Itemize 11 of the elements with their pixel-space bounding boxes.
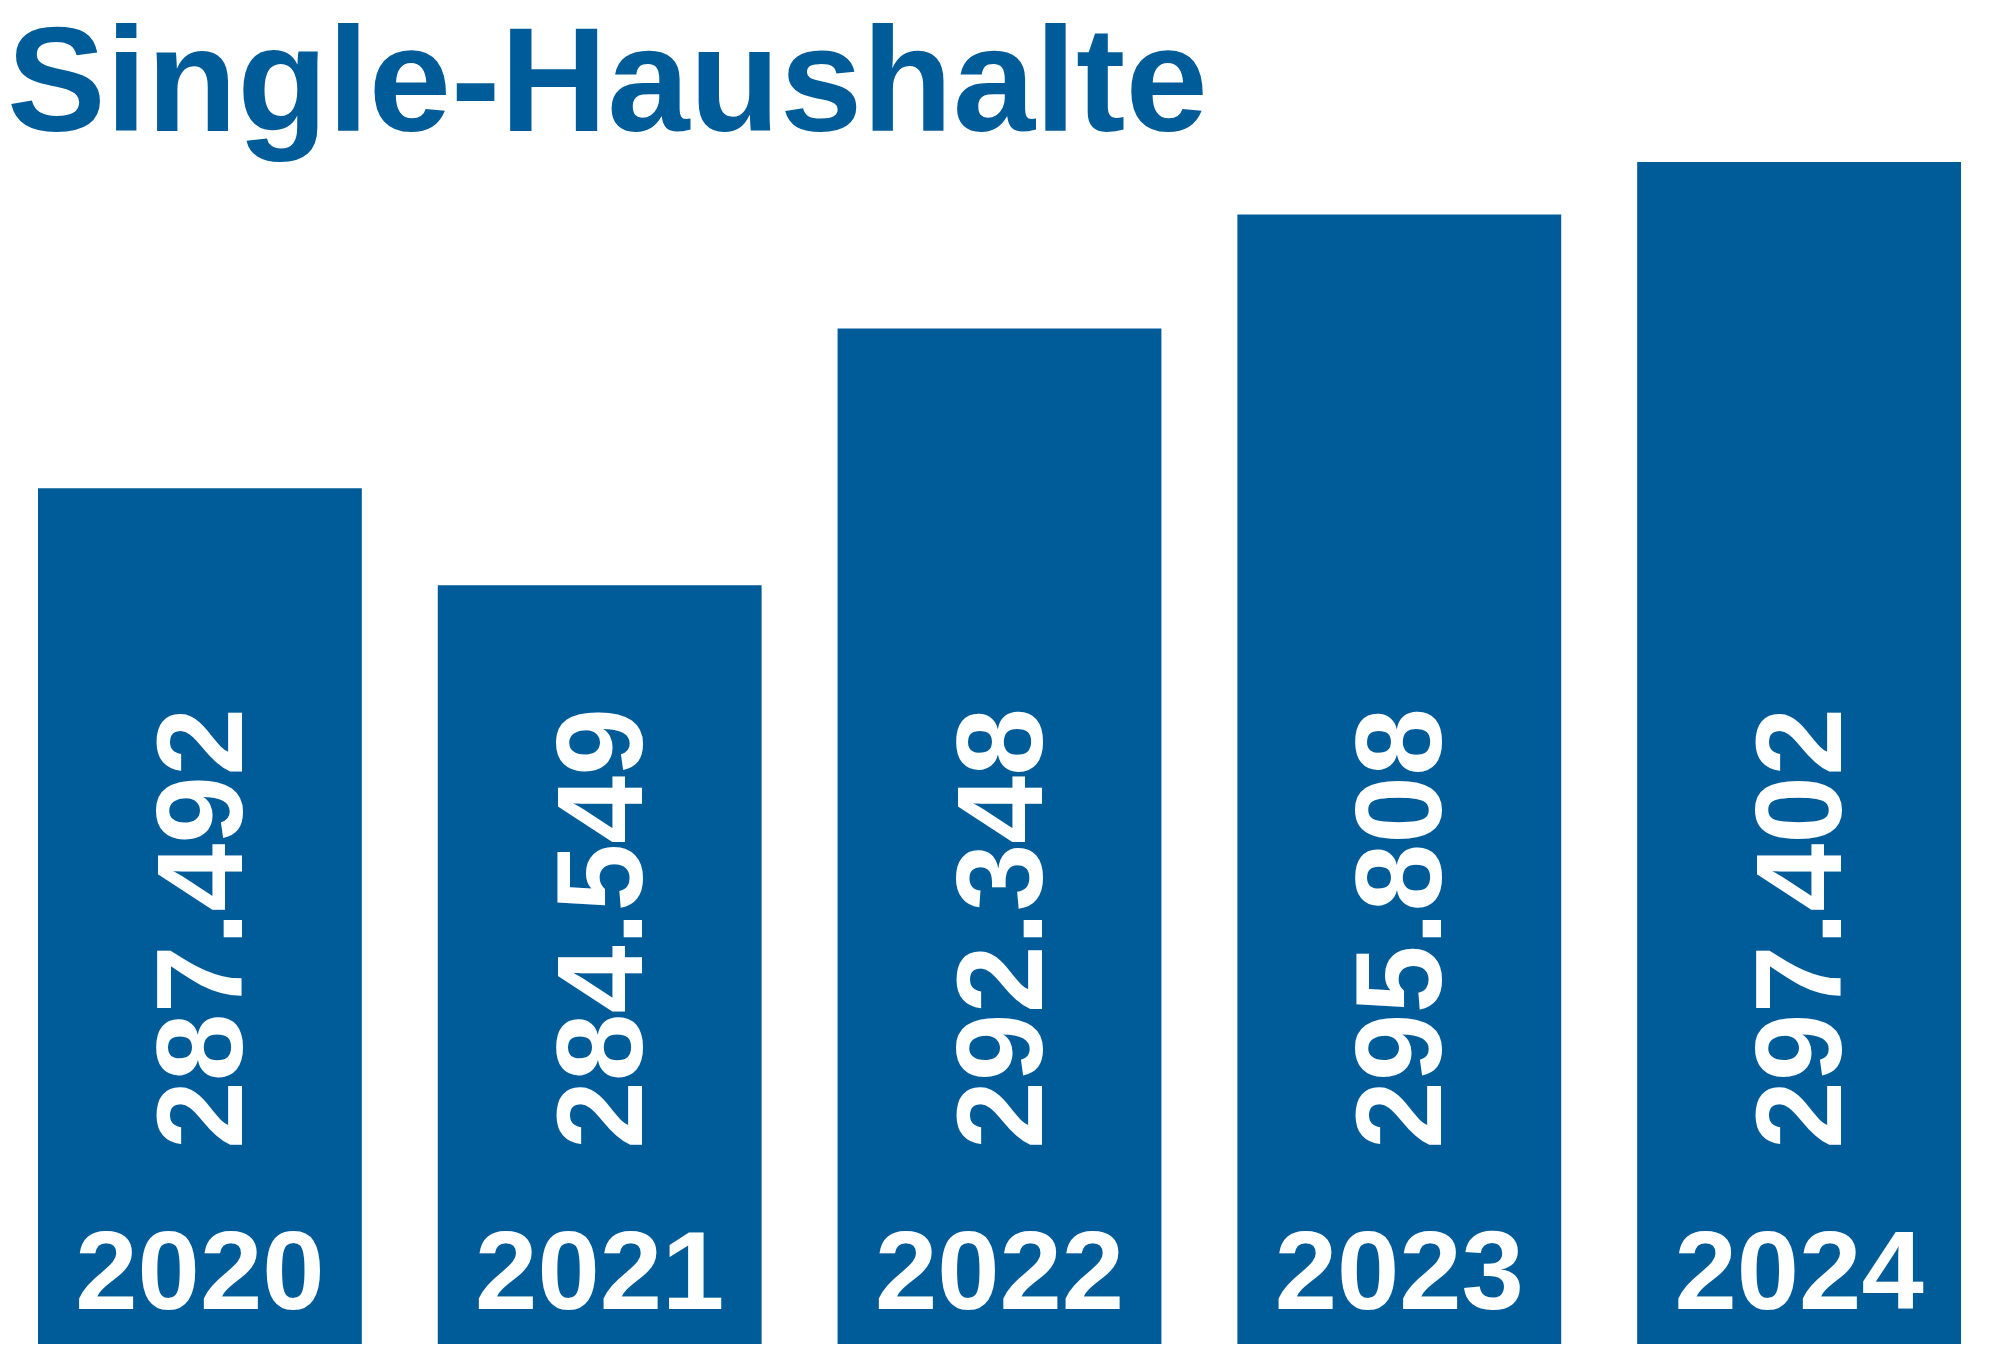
x-tick-label: 2021	[475, 1207, 725, 1333]
data-label: 297.402	[1731, 708, 1868, 1149]
data-label: 292.348	[931, 708, 1068, 1149]
x-tick-label: 2022	[874, 1207, 1125, 1333]
chart-title: Single-Haushalte	[7, 0, 1208, 162]
data-label: 284.549	[531, 708, 668, 1149]
x-tick-label: 2024	[1674, 1207, 1924, 1333]
x-tick-label: 2023	[1274, 1207, 1524, 1333]
data-label: 295.808	[1331, 708, 1468, 1149]
data-label: 287.492	[131, 708, 268, 1149]
x-tick-label: 2020	[75, 1207, 325, 1333]
